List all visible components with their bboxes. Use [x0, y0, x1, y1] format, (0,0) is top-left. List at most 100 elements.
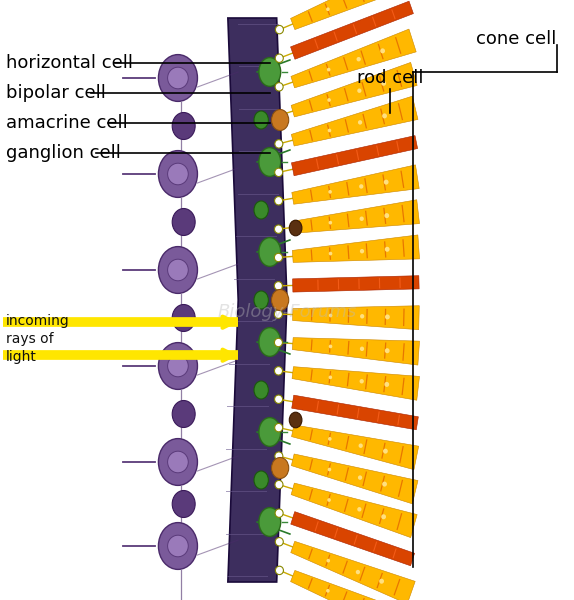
Circle shape	[385, 213, 389, 218]
Ellipse shape	[172, 208, 195, 235]
Polygon shape	[291, 29, 416, 88]
Polygon shape	[293, 306, 419, 330]
Ellipse shape	[272, 289, 289, 311]
Ellipse shape	[158, 523, 197, 569]
Circle shape	[274, 225, 282, 233]
Circle shape	[274, 253, 282, 262]
Polygon shape	[292, 235, 420, 262]
Circle shape	[381, 81, 386, 86]
Circle shape	[275, 481, 283, 489]
Circle shape	[168, 259, 188, 281]
Circle shape	[276, 25, 284, 34]
Circle shape	[275, 83, 283, 91]
Circle shape	[275, 452, 283, 460]
Ellipse shape	[254, 111, 269, 129]
Polygon shape	[291, 62, 417, 117]
Polygon shape	[290, 1, 413, 59]
Circle shape	[274, 197, 282, 205]
Circle shape	[168, 163, 188, 185]
Ellipse shape	[158, 439, 197, 485]
Ellipse shape	[158, 247, 197, 293]
Circle shape	[381, 514, 386, 519]
Ellipse shape	[289, 412, 302, 428]
Circle shape	[276, 538, 284, 546]
Ellipse shape	[272, 109, 289, 130]
Polygon shape	[291, 512, 414, 566]
Circle shape	[274, 367, 282, 375]
Circle shape	[326, 7, 329, 11]
Circle shape	[382, 113, 387, 118]
Ellipse shape	[259, 58, 281, 86]
Ellipse shape	[172, 491, 195, 517]
Ellipse shape	[158, 343, 197, 389]
Ellipse shape	[158, 151, 197, 197]
Circle shape	[328, 221, 332, 224]
Circle shape	[275, 168, 283, 176]
Circle shape	[385, 314, 390, 319]
Circle shape	[276, 566, 284, 575]
Circle shape	[328, 128, 331, 133]
Circle shape	[328, 467, 331, 472]
Ellipse shape	[272, 457, 289, 479]
Polygon shape	[291, 483, 417, 538]
Ellipse shape	[254, 381, 269, 399]
Polygon shape	[292, 165, 419, 204]
Polygon shape	[292, 395, 418, 430]
Ellipse shape	[289, 220, 302, 236]
Circle shape	[168, 535, 188, 557]
Ellipse shape	[172, 113, 195, 139]
Circle shape	[385, 348, 390, 353]
Circle shape	[168, 67, 188, 89]
Ellipse shape	[259, 328, 281, 356]
Ellipse shape	[172, 401, 195, 427]
Ellipse shape	[254, 291, 269, 309]
Circle shape	[275, 509, 283, 517]
Ellipse shape	[259, 238, 281, 266]
Polygon shape	[292, 200, 420, 233]
Circle shape	[360, 314, 364, 319]
Ellipse shape	[254, 471, 269, 489]
Text: amacrine cell: amacrine cell	[6, 114, 127, 132]
Circle shape	[359, 379, 364, 383]
Circle shape	[276, 54, 284, 62]
Circle shape	[168, 451, 188, 473]
Circle shape	[359, 443, 363, 448]
Text: ganglion cell: ganglion cell	[6, 144, 121, 162]
Circle shape	[328, 437, 332, 441]
Circle shape	[360, 347, 364, 351]
Ellipse shape	[172, 304, 195, 331]
Text: incoming
rays of
light: incoming rays of light	[6, 314, 69, 364]
Circle shape	[327, 559, 330, 563]
Text: Biology-Forums: Biology-Forums	[218, 303, 356, 321]
Polygon shape	[292, 338, 420, 365]
Circle shape	[357, 507, 362, 512]
Polygon shape	[292, 454, 418, 504]
Polygon shape	[228, 18, 287, 582]
Ellipse shape	[259, 418, 281, 446]
Polygon shape	[292, 367, 420, 400]
Circle shape	[329, 251, 332, 256]
Circle shape	[327, 68, 331, 71]
Circle shape	[328, 190, 332, 194]
Circle shape	[274, 338, 282, 347]
Circle shape	[358, 120, 362, 125]
Circle shape	[328, 376, 332, 379]
Circle shape	[359, 184, 363, 188]
Circle shape	[275, 111, 283, 119]
Polygon shape	[292, 136, 418, 176]
Circle shape	[327, 498, 331, 502]
Text: cone cell: cone cell	[476, 30, 557, 48]
Polygon shape	[290, 0, 414, 29]
Circle shape	[275, 424, 283, 432]
Circle shape	[356, 57, 361, 61]
Ellipse shape	[158, 55, 197, 101]
Text: rod cell: rod cell	[357, 69, 424, 87]
Circle shape	[359, 217, 364, 221]
Circle shape	[357, 88, 362, 93]
Circle shape	[383, 449, 388, 454]
Circle shape	[356, 570, 360, 574]
Polygon shape	[292, 96, 418, 146]
Text: bipolar cell: bipolar cell	[6, 84, 106, 102]
Ellipse shape	[259, 148, 281, 176]
Ellipse shape	[259, 508, 281, 536]
